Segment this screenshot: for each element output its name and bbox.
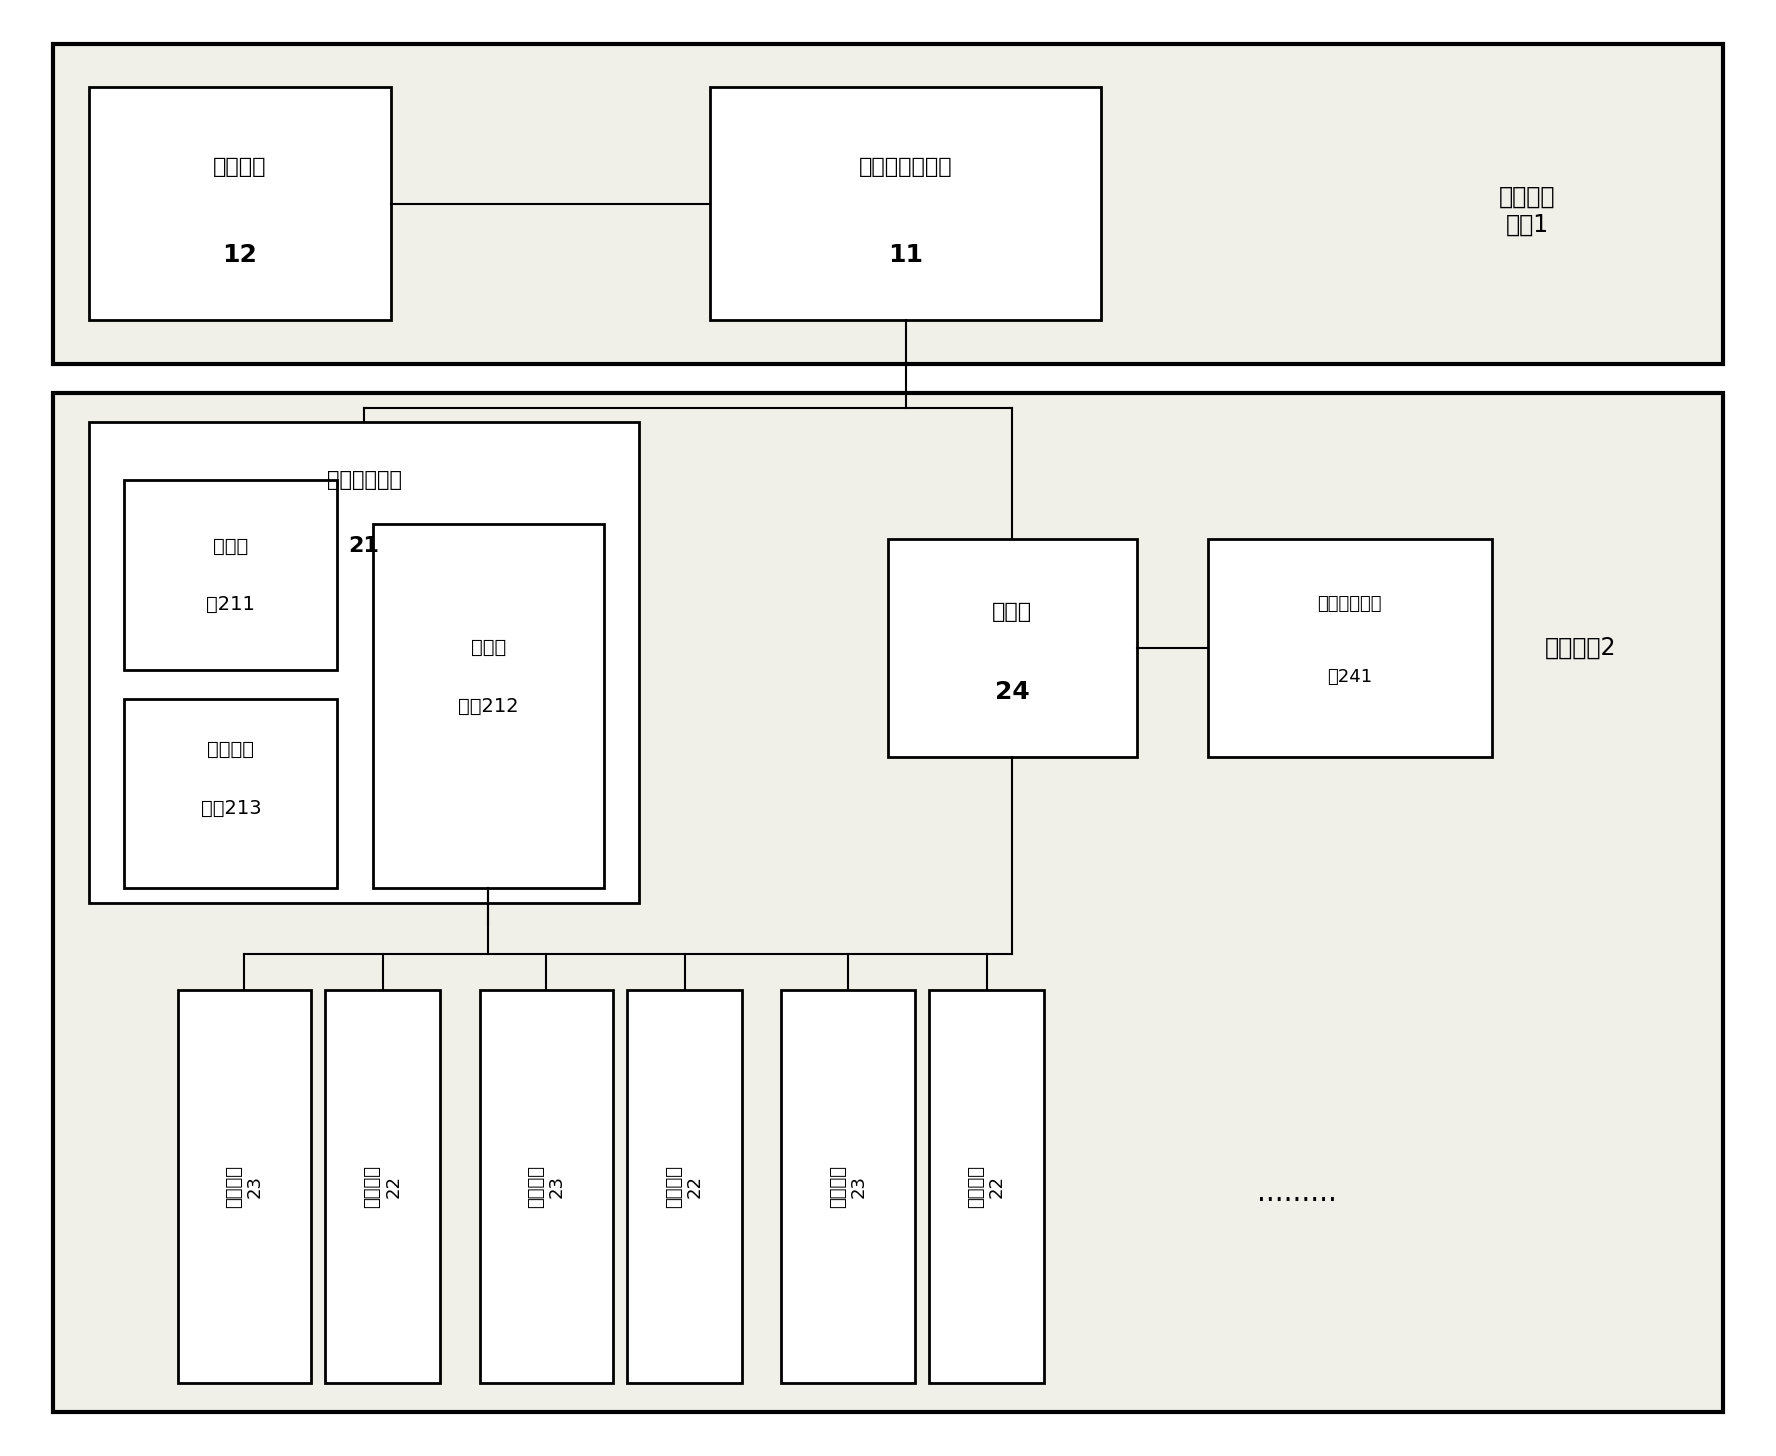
Bar xyxy=(781,990,915,1383)
Bar xyxy=(929,990,1044,1383)
Bar xyxy=(178,990,311,1383)
Text: 电控门锁
22: 电控门锁 22 xyxy=(666,1165,703,1208)
Bar xyxy=(1208,539,1492,757)
Text: 网络数据服务器: 网络数据服务器 xyxy=(860,157,952,178)
Bar xyxy=(89,422,639,903)
Bar xyxy=(710,87,1101,320)
Bar xyxy=(124,699,337,888)
Text: 电控门锁
22: 电控门锁 22 xyxy=(364,1165,401,1208)
Text: 置241: 置241 xyxy=(1327,668,1373,686)
Text: 24: 24 xyxy=(995,680,1030,703)
Text: 识别装: 识别装 xyxy=(213,536,249,556)
Bar xyxy=(888,539,1137,757)
Bar xyxy=(53,44,1723,364)
Bar xyxy=(89,87,391,320)
Text: 12: 12 xyxy=(222,243,258,266)
Text: 采集模块
23: 采集模块 23 xyxy=(527,1165,565,1208)
Text: 管理终端: 管理终端 xyxy=(213,157,266,178)
Text: 11: 11 xyxy=(888,243,924,266)
Text: 客户端采集装: 客户端采集装 xyxy=(1318,596,1382,613)
Text: 视频采集: 视频采集 xyxy=(208,740,254,760)
Text: 门禁控: 门禁控 xyxy=(471,638,506,658)
Text: 客户端: 客户端 xyxy=(993,601,1032,622)
Text: 制器212: 制器212 xyxy=(458,696,519,716)
Text: 21: 21 xyxy=(348,536,380,556)
Text: 采集模块
23: 采集模块 23 xyxy=(829,1165,867,1208)
Text: 电控门锁
22: 电控门锁 22 xyxy=(968,1165,1005,1208)
Bar xyxy=(124,480,337,670)
Text: 置211: 置211 xyxy=(206,594,256,614)
Text: ·········: ········· xyxy=(1257,1187,1336,1216)
Bar xyxy=(325,990,440,1383)
Text: 识别控制终端: 识别控制终端 xyxy=(327,470,401,491)
Text: 系统管理
模块1: 系统管理 模块1 xyxy=(1499,185,1556,237)
Bar xyxy=(53,393,1723,1412)
Text: 识别模块2: 识别模块2 xyxy=(1545,636,1616,660)
Bar xyxy=(373,524,604,888)
Text: 采集模块
23: 采集模块 23 xyxy=(226,1165,263,1208)
Bar xyxy=(480,990,613,1383)
Text: 装置213: 装置213 xyxy=(201,798,261,818)
Bar xyxy=(627,990,742,1383)
